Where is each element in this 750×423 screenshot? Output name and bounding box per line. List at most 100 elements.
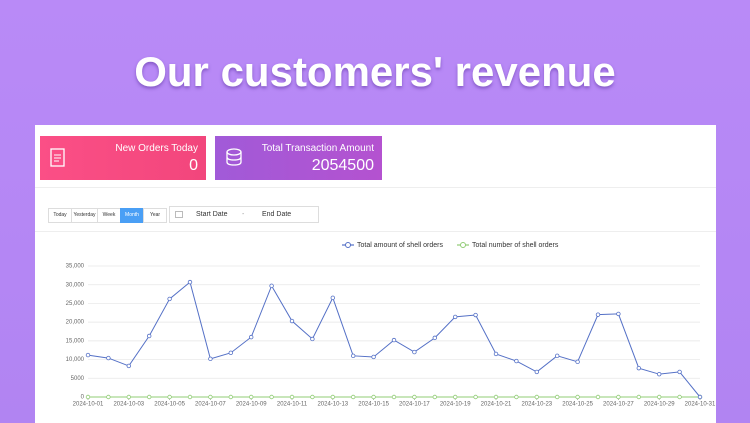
data-point	[555, 394, 560, 400]
x-tick-label: 2024-10-07	[195, 402, 226, 408]
x-tick-label: 2024-10-11	[277, 402, 308, 408]
x-tick-label: 2024-10-29	[644, 402, 675, 408]
x-tick-label: 2024-10-09	[236, 402, 267, 408]
data-point	[85, 352, 91, 358]
page-title: Our customers' revenue	[134, 48, 616, 95]
data-point	[412, 394, 417, 400]
data-point	[595, 394, 601, 400]
data-point	[514, 394, 519, 400]
y-tick-label: 20,000	[66, 320, 85, 326]
data-point	[289, 394, 295, 400]
data-point	[85, 394, 91, 400]
data-point	[167, 394, 172, 400]
data-point	[473, 312, 478, 318]
x-tick-label: 2024-10-05	[154, 402, 185, 408]
data-point	[310, 394, 315, 400]
data-point	[657, 371, 662, 377]
data-point	[575, 394, 580, 400]
data-point	[432, 394, 437, 400]
data-point	[677, 394, 682, 400]
y-tick-label: 5000	[71, 376, 85, 382]
data-point	[371, 354, 376, 360]
data-point	[575, 359, 580, 365]
icon	[226, 148, 242, 166]
data-point	[412, 349, 417, 355]
x-tick-label: 2024-10-19	[440, 402, 471, 408]
data-point	[228, 350, 233, 356]
card-value: 2054500	[311, 157, 374, 174]
data-point	[677, 369, 682, 375]
data-point	[106, 355, 111, 361]
data-point	[473, 394, 478, 400]
data-point	[167, 296, 172, 302]
y-tick-label: 35,000	[66, 264, 85, 270]
data-point	[146, 394, 152, 400]
data-point	[493, 351, 499, 357]
y-tick-label: 10,000	[66, 357, 85, 363]
data-point	[616, 311, 621, 317]
data-point	[269, 283, 274, 289]
data-point	[595, 312, 601, 317]
data-point	[228, 394, 233, 400]
period-button[interactable]: Year	[143, 208, 167, 223]
data-point	[351, 394, 356, 400]
data-point	[657, 394, 662, 400]
x-tick-label: 2024-10-25	[562, 402, 593, 408]
y-tick-label: 0	[81, 395, 85, 401]
data-point	[289, 318, 295, 324]
data-point	[187, 394, 193, 400]
end-date: End Date	[262, 211, 292, 218]
data-point	[187, 279, 193, 285]
x-tick-label: 2024-10-23	[521, 402, 552, 408]
legend-swatch	[345, 242, 351, 248]
icon	[50, 148, 65, 167]
x-tick-label: 2024-10-01	[73, 402, 104, 408]
panel: New Orders Today 0 Total Transaction Amo…	[35, 125, 716, 423]
x-tick-label: 2024-10-31	[685, 402, 716, 408]
legend-label: Total number of shell orders	[472, 242, 559, 249]
stat-card: New Orders Today 0	[40, 136, 206, 180]
data-point	[146, 333, 152, 339]
data-point	[514, 358, 519, 364]
data-point	[453, 394, 458, 400]
data-point	[248, 394, 254, 400]
legend-swatch	[460, 242, 466, 248]
stat-card: Total Transaction Amount 2054500	[215, 136, 382, 180]
data-point	[493, 394, 499, 400]
separator: -	[242, 211, 245, 218]
y-tick-label: 25,000	[66, 301, 85, 307]
date-range[interactable]: Start Date - End Date	[169, 206, 319, 223]
y-tick-label: 15,000	[66, 338, 85, 344]
x-tick-label: 2024-10-21	[481, 402, 512, 408]
data-point	[636, 394, 641, 400]
data-point	[697, 394, 703, 400]
data-point	[248, 334, 254, 340]
data-point	[616, 394, 621, 400]
calendar-icon	[175, 211, 183, 218]
data-point	[269, 394, 274, 400]
x-tick-label: 2024-10-15	[358, 402, 389, 408]
data-point	[636, 365, 641, 371]
data-point	[391, 394, 397, 400]
divider	[35, 231, 716, 232]
data-point	[208, 356, 213, 362]
x-tick-label: 2024-10-03	[113, 402, 144, 408]
data-point	[453, 314, 458, 320]
data-point	[371, 394, 376, 400]
data-point	[391, 337, 397, 343]
legend-label: Total amount of shell orders	[357, 242, 443, 249]
data-point	[126, 394, 131, 400]
card-label: New Orders Today	[115, 143, 198, 154]
data-point	[330, 394, 335, 400]
card-value: 0	[189, 157, 198, 174]
data-point	[208, 394, 213, 400]
data-point	[126, 363, 131, 369]
x-tick-label: 2024-10-13	[317, 402, 348, 408]
divider	[35, 187, 716, 188]
x-tick-label: 2024-10-17	[399, 402, 430, 408]
data-point	[555, 353, 560, 359]
data-point	[310, 336, 315, 342]
data-point	[351, 353, 356, 359]
data-point	[330, 295, 335, 301]
